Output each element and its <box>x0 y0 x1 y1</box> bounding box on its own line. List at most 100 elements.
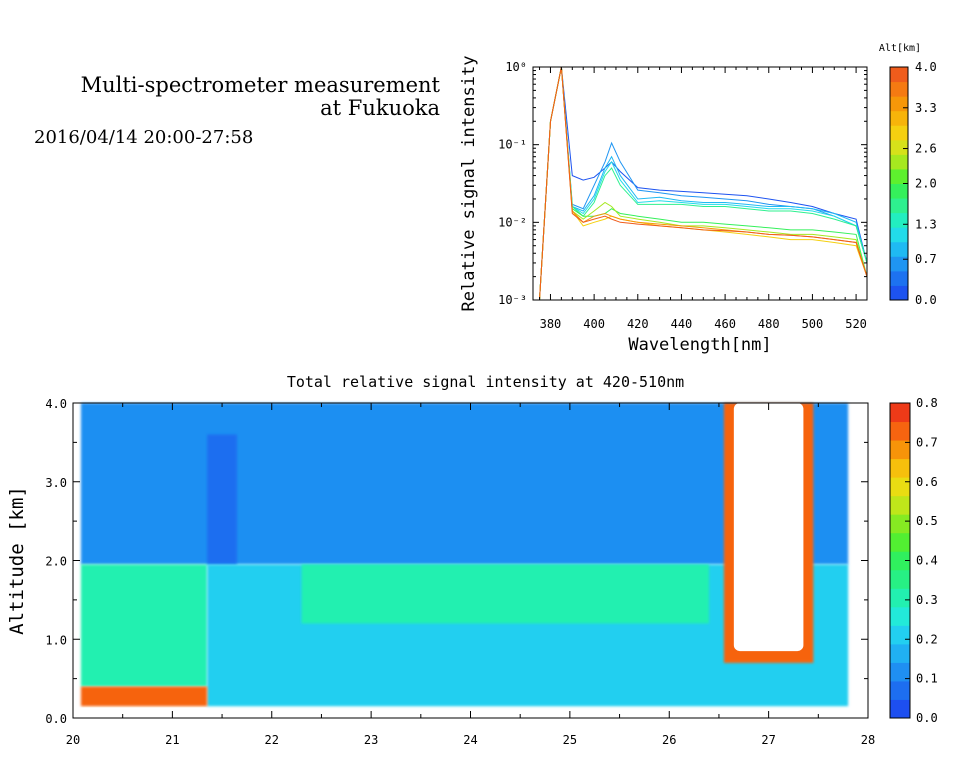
intensity-colorbar-tick-label: 0.3 <box>916 593 938 607</box>
altitude-colorbar-segment <box>890 139 908 155</box>
measurement-datetime: 2016/04/14 20:00-27:58 <box>34 127 254 148</box>
heatmap-x-tick-label: 21 <box>165 733 179 747</box>
altitude-colorbar-segment <box>890 125 908 141</box>
altitude-colorbar-tick-label: 0.7 <box>915 252 937 266</box>
heatmap-blank-region <box>733 403 804 652</box>
altitude-colorbar-segment <box>890 212 908 228</box>
spectrum-y-tick-label: 10⁻² <box>498 215 527 229</box>
heatmap-x-tick-label: 22 <box>265 733 279 747</box>
heatmap-x-tick-label: 27 <box>761 733 775 747</box>
heatmap-y-tick-label: 3.0 <box>45 476 67 490</box>
altitude-colorbar-segment <box>890 168 908 184</box>
spectrum-x-tick-label: 520 <box>845 317 867 331</box>
spectrum-line <box>539 66 868 301</box>
heatmap-y-tick-label: 4.0 <box>45 397 67 411</box>
intensity-colorbar-segment <box>890 477 910 497</box>
intensity-colorbar-segment <box>890 440 910 460</box>
altitude-colorbar-tick-label: 2.0 <box>915 177 937 191</box>
spectrum-y-tick-label: 10⁻³ <box>498 293 527 307</box>
spectrum-line <box>539 66 868 301</box>
intensity-colorbar-segment <box>890 421 910 441</box>
spectrum-x-tick-label: 480 <box>758 317 780 331</box>
altitude-colorbar-segment <box>890 270 908 286</box>
intensity-colorbar-segment <box>890 551 910 571</box>
intensity-colorbar-tick-label: 0.5 <box>916 514 938 528</box>
intensity-colorbar-segment <box>890 662 910 682</box>
spectrum-y-axis-label: Relative signal intensity <box>459 56 479 312</box>
spectrum-y-tick-label: 10⁰ <box>505 60 527 74</box>
spectrum-line <box>539 66 868 301</box>
intensity-colorbar-segment <box>890 625 910 645</box>
altitude-colorbar-segment <box>890 256 908 272</box>
heatmap-region <box>80 686 208 707</box>
altitude-colorbar-label: Alt[km] <box>879 43 921 54</box>
altitude-colorbar-segment <box>890 241 908 257</box>
heatmap-region <box>207 434 237 565</box>
altitude-colorbar-tick-label: 0.0 <box>915 293 937 307</box>
intensity-colorbar-segment <box>890 569 910 589</box>
intensity-colorbar-segment <box>890 403 910 423</box>
altitude-colorbar-segment <box>890 81 908 97</box>
intensity-colorbar-segment <box>890 680 910 700</box>
intensity-colorbar-tick-label: 0.0 <box>916 711 938 725</box>
intensity-colorbar-segment <box>890 532 910 552</box>
altitude-colorbar-tick-label: 3.3 <box>915 101 937 115</box>
spectrum-x-axis-label: Wavelength[nm] <box>628 335 771 355</box>
altitude-colorbar-segment <box>890 227 908 243</box>
spectrum-line <box>539 66 868 301</box>
spectrum-x-tick-label: 420 <box>627 317 649 331</box>
altitude-colorbar-segment <box>890 96 908 112</box>
intensity-colorbar-segment <box>890 699 910 719</box>
heatmap-title: Total relative signal intensity at 420-5… <box>287 373 684 391</box>
heatmap-x-tick-label: 24 <box>463 733 477 747</box>
spectrum-line <box>539 66 868 301</box>
heatmap-x-tick-label: 20 <box>66 733 80 747</box>
spectrum-x-tick-label: 440 <box>671 317 693 331</box>
altitude-colorbar-segment <box>890 183 908 199</box>
heatmap-y-tick-label: 1.0 <box>45 633 67 647</box>
intensity-colorbar-tick-label: 0.2 <box>916 632 938 646</box>
altitude-colorbar-segment <box>890 67 908 83</box>
spectrum-x-tick-label: 400 <box>583 317 605 331</box>
intensity-colorbar-segment <box>890 495 910 515</box>
intensity-colorbar-tick-label: 0.1 <box>916 672 938 686</box>
spectrum-line <box>539 66 868 301</box>
chart-title-line1: Multi-spectrometer measurement <box>80 73 440 97</box>
intensity-colorbar-tick-label: 0.4 <box>916 554 938 568</box>
intensity-colorbar-tick-label: 0.7 <box>916 435 938 449</box>
spectrum-x-tick-label: 380 <box>540 317 562 331</box>
altitude-colorbar-tick-label: 4.0 <box>915 60 937 74</box>
intensity-colorbar-tick-label: 0.6 <box>916 475 938 489</box>
altitude-colorbar-segment <box>890 110 908 126</box>
intensity-colorbar-tick-label: 0.8 <box>916 396 938 410</box>
intensity-colorbar-segment <box>890 458 910 478</box>
intensity-colorbar-segment <box>890 588 910 608</box>
intensity-colorbar-segment <box>890 606 910 626</box>
spectrum-x-tick-label: 460 <box>714 317 736 331</box>
heatmap-x-tick-label: 26 <box>662 733 676 747</box>
altitude-colorbar-segment <box>890 285 908 301</box>
heatmap-y-tick-label: 2.0 <box>45 555 67 569</box>
spectrum-line <box>539 66 868 301</box>
altitude-colorbar-segment <box>890 154 908 170</box>
intensity-colorbar-segment <box>890 643 910 663</box>
spectrum-y-tick-label: 10⁻¹ <box>498 138 527 152</box>
spectrum-line <box>539 66 868 301</box>
spectrum-plot-frame <box>532 66 868 301</box>
chart-title-line2: at Fukuoka <box>320 96 440 120</box>
heatmap-y-tick-label: 0.0 <box>45 712 67 726</box>
altitude-colorbar-tick-label: 1.3 <box>915 217 937 231</box>
intensity-colorbar-segment <box>890 514 910 534</box>
heatmap-y-axis-label: Altitude [km] <box>6 486 28 635</box>
heatmap-x-tick-label: 25 <box>563 733 577 747</box>
heatmap-x-tick-label: 23 <box>364 733 378 747</box>
spectrum-line <box>539 66 868 301</box>
heatmap-x-tick-label: 28 <box>861 733 875 747</box>
spectrum-x-tick-label: 500 <box>802 317 824 331</box>
altitude-colorbar-tick-label: 2.6 <box>915 142 937 156</box>
heatmap-region <box>301 564 709 624</box>
heatmap-region <box>80 564 208 687</box>
altitude-colorbar-segment <box>890 198 908 214</box>
spectrum-line <box>539 66 868 301</box>
